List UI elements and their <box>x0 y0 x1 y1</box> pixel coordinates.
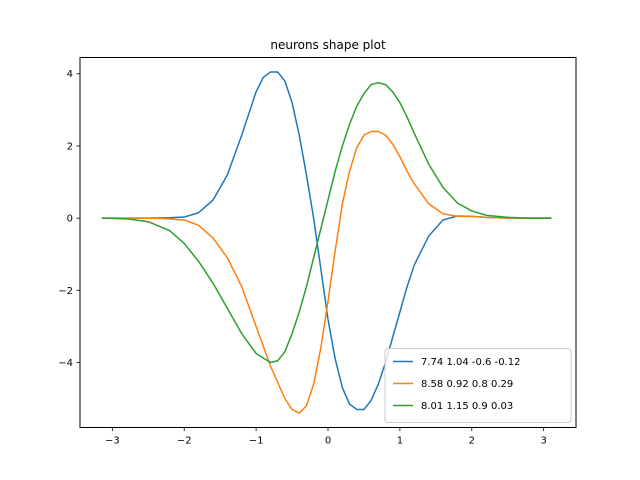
legend-label-3: 8.01 1.15 0.9 0.03 <box>421 401 513 412</box>
x-axis: −3 −2 −1 0 1 2 3 <box>105 427 547 447</box>
y-axis: −4 −2 0 2 4 <box>58 69 80 369</box>
legend: 7.74 1.04 -0.6 -0.12 8.58 0.92 0.8 0.29 8.… <box>384 348 572 423</box>
x-tick-label: −1 <box>249 436 264 447</box>
x-tick-label: −2 <box>177 436 192 447</box>
x-tick-label: 0 <box>325 436 331 447</box>
legend-label-1: 7.74 1.04 -0.6 -0.12 <box>421 357 520 368</box>
series-line-3 <box>101 82 552 364</box>
x-tick-label: −3 <box>105 436 120 447</box>
y-tick-label: 4 <box>67 69 73 80</box>
x-tick-label: 1 <box>397 436 403 447</box>
series-line-2 <box>101 130 552 414</box>
y-tick-label: 2 <box>67 141 73 152</box>
y-tick-label: −4 <box>58 358 73 369</box>
y-tick-label: −2 <box>58 286 73 297</box>
series-line-1 <box>101 71 552 411</box>
chart-title: neurons shape plot <box>270 38 386 52</box>
x-tick-label: 2 <box>469 436 475 447</box>
legend-frame <box>384 348 572 423</box>
plot-lines <box>101 71 552 414</box>
legend-label-2: 8.58 0.92 0.8 0.29 <box>421 379 513 390</box>
x-tick-label: 3 <box>540 436 546 447</box>
y-tick-label: 0 <box>67 214 73 225</box>
